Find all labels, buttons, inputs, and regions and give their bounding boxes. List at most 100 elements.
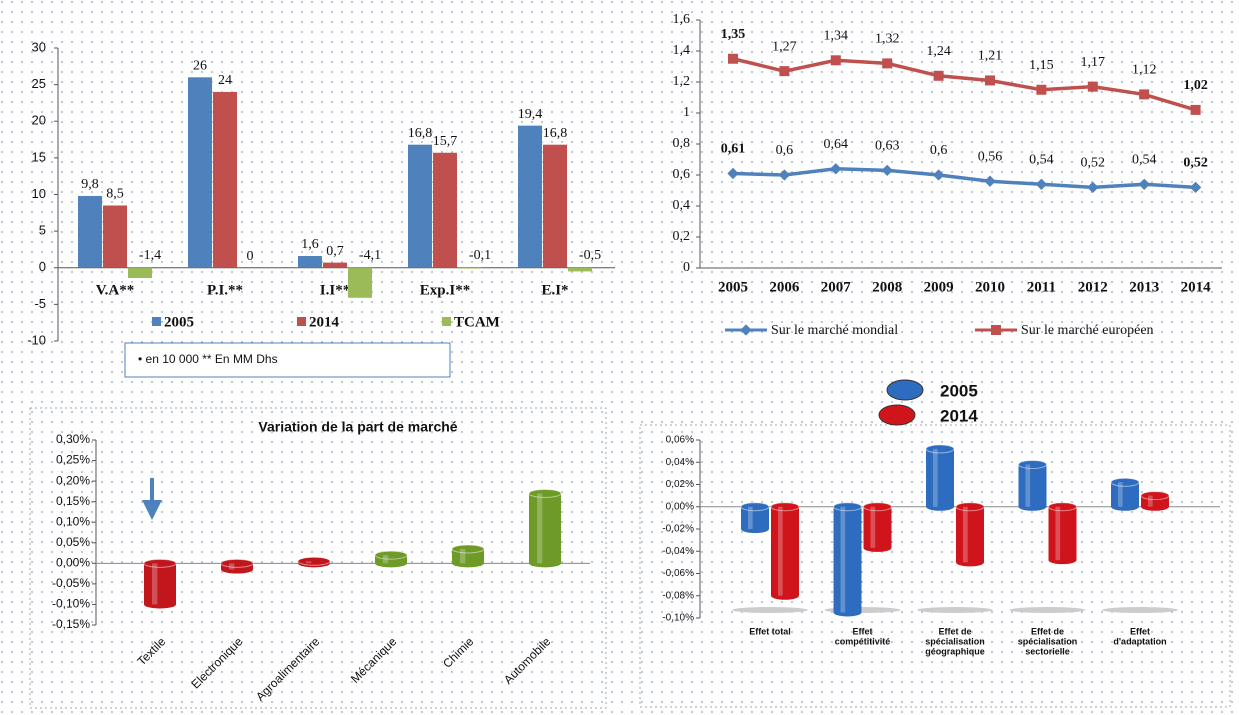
cylinder-shine xyxy=(537,493,543,564)
bar xyxy=(298,256,322,268)
x-tick-label: Effet de xyxy=(1031,626,1064,636)
cylinder-top xyxy=(955,502,985,512)
marker xyxy=(778,169,791,181)
x-tick-label: compétitivité xyxy=(835,636,891,646)
y-tick-label: -0,10% xyxy=(52,597,90,611)
value-label: 1,35 xyxy=(721,27,746,42)
cylinder-body xyxy=(1018,464,1047,507)
cylinder-body xyxy=(529,493,561,564)
value-label: 0,64 xyxy=(824,137,849,152)
panel xyxy=(639,424,1231,708)
y-tick-label: -0,10% xyxy=(662,613,694,624)
y-tick-label: 25 xyxy=(32,76,46,91)
x-tick-label: 2006 xyxy=(769,279,800,295)
legend-swatch xyxy=(878,404,916,426)
y-tick-label: -0,06% xyxy=(662,568,694,579)
y-tick-label: -10 xyxy=(27,332,46,347)
marker xyxy=(1087,181,1099,194)
cylinder-body xyxy=(926,448,954,507)
cylinder-shine xyxy=(460,548,466,564)
x-tick-label: Effet total xyxy=(749,626,791,636)
y-tick-label: 0,00% xyxy=(666,501,694,512)
value-label: 26 xyxy=(193,59,207,74)
x-tick-label: spécialisation xyxy=(925,636,985,646)
cylinder-top xyxy=(925,444,955,454)
x-tick-label: spécialisation xyxy=(1018,636,1078,646)
legend-swatch xyxy=(152,317,161,326)
legend-label: TCAM xyxy=(454,314,500,330)
x-tick-label: sectorielle xyxy=(1025,646,1070,656)
value-label: 24 xyxy=(218,73,232,88)
value-label: 1,34 xyxy=(824,29,849,44)
arrow xyxy=(142,478,162,520)
cylinder-body xyxy=(1048,506,1077,561)
cylinder-shine xyxy=(870,506,876,548)
value-label: -4,1 xyxy=(359,248,381,263)
marker xyxy=(1035,178,1048,190)
value-label: 1,32 xyxy=(875,32,900,47)
x-tick-label: géographique xyxy=(925,646,985,656)
bar xyxy=(518,125,542,268)
value-label: 1,21 xyxy=(978,49,1003,64)
marker xyxy=(1189,181,1202,194)
cylinder-shine xyxy=(152,563,158,605)
x-tick-label: 2010 xyxy=(975,279,1005,295)
y-tick-label: 0,4 xyxy=(673,198,691,213)
cylinder-bottom xyxy=(529,559,561,568)
legend-label: 2014 xyxy=(940,406,978,425)
y-tick-label: 0,20% xyxy=(56,473,90,487)
legend-swatch xyxy=(297,317,306,326)
floor-shadow xyxy=(732,607,808,613)
cylinder xyxy=(833,502,862,617)
floor-shadow xyxy=(917,607,993,613)
cylinder-bottom xyxy=(1048,556,1077,565)
bar xyxy=(543,144,567,268)
value-label: 0,56 xyxy=(978,149,1003,164)
y-tick-label: 1,4 xyxy=(673,43,691,58)
cylinder-shine xyxy=(778,506,783,596)
cylinder-shine xyxy=(229,563,235,570)
x-tick-label: 2013 xyxy=(1129,279,1159,295)
x-tick-label: 2007 xyxy=(821,279,852,295)
floor-shadow xyxy=(1009,607,1086,613)
cylinder xyxy=(925,444,955,511)
y-tick-label: 20 xyxy=(32,113,46,128)
cylinder-top xyxy=(740,502,770,512)
legend-label: 2005 xyxy=(164,314,194,330)
marker xyxy=(881,164,893,177)
cylinder xyxy=(863,502,892,552)
note: • en 10 000 ** En MM Dhs xyxy=(138,352,278,366)
y-tick-label: 10 xyxy=(32,186,46,201)
cylinder-bottom xyxy=(375,559,407,568)
cylinder-bottom xyxy=(926,502,954,511)
value-label: 0,6 xyxy=(930,143,948,158)
cylinder-body xyxy=(144,563,176,605)
cylinder-bottom xyxy=(741,525,769,533)
cylinder-top xyxy=(833,502,862,512)
cylinder xyxy=(220,558,254,574)
cylinder-shine xyxy=(933,448,938,507)
y-tick-label: -0,05% xyxy=(52,576,90,590)
y-tick-label: 1,2 xyxy=(673,74,691,89)
cylinder-shine xyxy=(1118,482,1123,507)
cylinder-top xyxy=(374,550,408,560)
panel xyxy=(29,407,607,709)
cylinder xyxy=(451,544,485,568)
y-tick-label: 0 xyxy=(683,260,690,275)
value-label: 1,6 xyxy=(301,237,319,252)
y-tick-label: 0 xyxy=(39,259,46,274)
cylinder-shine xyxy=(840,506,846,613)
x-tick-label: Effet xyxy=(1130,626,1150,636)
x-tick-label: Effet xyxy=(853,626,873,636)
y-tick-label: 0,05% xyxy=(56,535,90,549)
marker xyxy=(1190,104,1201,115)
x-tick-label: d'adaptation xyxy=(1113,636,1166,646)
value-label: 1,12 xyxy=(1132,63,1157,78)
value-label: 1,24 xyxy=(926,44,951,59)
legend-swatch xyxy=(886,379,924,401)
cylinder-shine xyxy=(1148,495,1153,507)
y-tick-label: 0,06% xyxy=(666,435,694,446)
cylinder-top xyxy=(143,558,177,568)
x-tick-label: 2008 xyxy=(872,279,902,295)
x-tick-label: 2009 xyxy=(924,279,954,295)
